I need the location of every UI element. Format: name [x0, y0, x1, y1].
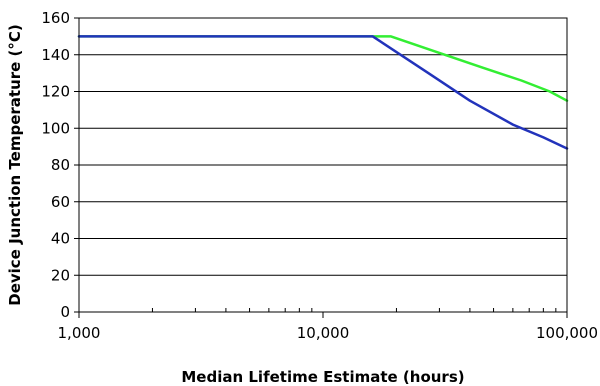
y-tick-label: 120 — [41, 83, 70, 101]
y-tick-label: 140 — [41, 46, 70, 64]
series-line — [77, 35, 569, 150]
y-axis-title: Device Junction Temperature (°C) — [6, 24, 24, 306]
y-tick-labels: 0 20 40 60 80 100 120 140 160 — [41, 9, 70, 321]
series-lines — [77, 35, 569, 150]
y-tick-label: 100 — [41, 119, 70, 137]
plot-area-frame — [78, 17, 568, 313]
y-tick-label: 160 — [41, 9, 70, 27]
x-minor-ticks — [151, 308, 557, 312]
x-tick-label: 100,000 — [536, 324, 598, 342]
y-tick-label: 0 — [60, 303, 70, 321]
x-tick-labels: 1,000 10,000 100,000 — [58, 324, 598, 342]
series-line — [77, 35, 569, 102]
x-axis-title: Median Lifetime Estimate (hours) — [181, 368, 464, 386]
x-tick-label: 10,000 — [297, 324, 350, 342]
y-tick-label: 60 — [51, 193, 70, 211]
x-tick-label: 1,000 — [58, 324, 101, 342]
gridlines — [74, 17, 568, 318]
y-tick-label: 20 — [51, 266, 70, 284]
y-tick-label: 80 — [51, 156, 70, 174]
y-tick-label: 40 — [51, 230, 70, 248]
